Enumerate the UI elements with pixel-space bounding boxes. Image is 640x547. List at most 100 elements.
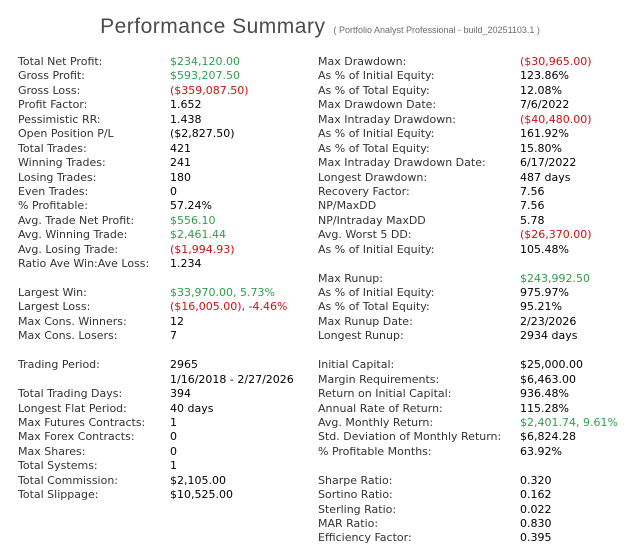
metric-value-right: $6,463.00 [520, 372, 576, 386]
metric-value-left [170, 531, 318, 545]
metric-label-left: Largest Win: [18, 286, 87, 299]
table-row: 1/16/2018 - 2/27/2026 Margin Requirements… [0, 373, 640, 387]
metric-value-left: 421 [170, 141, 191, 155]
metric-value-left: 0 [170, 184, 177, 198]
metric-label-right: Efficiency Factor: [318, 531, 412, 545]
metric-value-right: 0.830 [520, 517, 552, 530]
metric-value-right: $2,401.74, 9.61% [520, 415, 618, 429]
metric-label-left [18, 503, 170, 517]
table-row: Avg. Losing Trade: ($1,994.93) As % of Ini… [0, 243, 640, 257]
metric-value-left: 394 [170, 387, 191, 401]
metric-value-right [520, 344, 638, 358]
metric-value-right: 6/17/2022 [520, 156, 577, 170]
metric-value-left: 1.652 [170, 98, 202, 112]
metric-value-right: 0.395 [520, 531, 552, 545]
table-row: Longest Flat Period: 40 days Annual Rate o… [0, 402, 640, 416]
metric-value-right: 975.97% [520, 286, 569, 299]
metric-value-left [170, 503, 318, 517]
metric-value-right: 7.56 [520, 184, 545, 198]
table-row: Total Commission: $2,105.00 Sharpe Ratio: 0… [0, 474, 640, 488]
table-row: Trading Period: 2965 Initial Capital: $25,0… [0, 358, 640, 372]
metric-label-left: Losing Trades: [18, 170, 97, 184]
page-title: Performance Summary [100, 15, 326, 38]
metric-value-left: $593,207.50 [170, 69, 240, 83]
metric-value-right: 95.21% [520, 300, 562, 314]
metric-label-left: Ratio Ave Win:Ave Loss: [18, 257, 150, 271]
metric-label-right: Initial Capital: [318, 358, 395, 372]
table-row: Avg. Trade Net Profit: $556.10 NP/Intraday… [0, 214, 640, 228]
metric-label-right [318, 459, 520, 473]
metric-label-right: Sharpe Ratio: [318, 473, 393, 487]
table-row: MAR Ratio: 0.830 [0, 517, 640, 531]
table-row: Losing Trades: 180 Longest Drawdown: 487 da… [0, 171, 640, 185]
metric-label-right: % Profitable Months: [318, 444, 432, 458]
metric-value-left: $2,461.44 [170, 228, 226, 242]
table-row: Largest Win: $33,970.00, 5.73% As % of Ini… [0, 286, 640, 300]
metric-label-left: % Profitable: [18, 199, 88, 213]
metric-value-right: $243,992.50 [520, 271, 590, 285]
table-row: Total Systems: 1 [0, 459, 640, 473]
metric-label-left: Avg. Trade Net Profit: [18, 213, 135, 227]
metric-label-left: Winning Trades: [18, 156, 106, 170]
metric-label-left [18, 531, 170, 545]
table-row: Largest Loss: ($16,005.00), -4.46% As % of… [0, 300, 640, 314]
metric-value-left: ($359,087.50) [170, 83, 249, 97]
metric-value-left: 2965 [170, 358, 198, 372]
metric-label-right: As % of Initial Equity: [318, 286, 435, 299]
metric-label-left: Max Forex Contracts: [18, 430, 135, 444]
summary-table: Total Net Profit: $234,120.00 Max Drawdown… [0, 55, 640, 546]
table-row: Max Cons. Losers: 7 Longest Runup: 2934 day… [0, 329, 640, 343]
metric-value-right: 123.86% [520, 69, 569, 83]
metric-value-left: 180 [170, 170, 191, 184]
table-row: Winning Trades: 241 Max Intraday Drawdown … [0, 156, 640, 170]
table-row: Pessimistic RR: 1.438 Max Intraday Drawdow… [0, 113, 640, 127]
metric-label-left: Total Trading Days: [18, 387, 123, 401]
metric-label-left: Max Cons. Winners: [18, 314, 127, 328]
metric-value-left: 57.24% [170, 199, 212, 213]
metric-value-right: 105.48% [520, 242, 569, 256]
page-subtitle: ( Portfolio Analyst Professional - build… [333, 25, 540, 35]
metric-label-left: Total Trades: [18, 141, 87, 155]
metric-label-right: As % of Total Equity: [318, 83, 430, 97]
metric-label-left: Max Shares: [18, 444, 86, 458]
metric-label-right: As % of Initial Equity: [318, 242, 435, 256]
metric-value-right: 2934 days [520, 329, 578, 343]
metric-value-right: 15.80% [520, 141, 562, 155]
metric-value-left: 7 [170, 329, 177, 343]
metric-value-right: $25,000.00 [520, 358, 583, 372]
metric-label-right: NP/Intraday MaxDD [318, 213, 426, 227]
metric-value-left [170, 344, 318, 358]
metric-label-right: Longest Runup: [318, 329, 404, 343]
metric-label-right: Max Intraday Drawdown: [318, 112, 456, 126]
metric-label-right: Margin Requirements: [318, 372, 440, 386]
table-row: Profit Factor: 1.652 Max Drawdown Date: 7/6… [0, 98, 640, 112]
metric-label-right: Avg. Worst 5 DD: [318, 228, 412, 242]
metric-label-right: Max Drawdown Date: [318, 98, 437, 112]
table-row: Gross Profit: $593,207.50 As % of Initial … [0, 69, 640, 83]
table-row: Total Net Profit: $234,120.00 Max Drawdown… [0, 55, 640, 69]
metric-label-right: Sterling Ratio: [318, 502, 397, 516]
table-row: Avg. Winning Trade: $2,461.44 Avg. Worst 5… [0, 228, 640, 242]
metric-label-left: Total Net Profit: [18, 55, 103, 68]
metric-label-right: As % of Initial Equity: [318, 69, 435, 83]
metric-value-right [520, 459, 638, 473]
metric-label-left [18, 373, 170, 387]
metric-label-right: Max Intraday Drawdown Date: [318, 156, 486, 170]
metric-label-right: MAR Ratio: [318, 517, 379, 530]
metric-value-left: $2,105.00 [170, 473, 226, 487]
report-header: Performance Summary ( Portfolio Analyst … [0, 0, 640, 41]
metric-label-left: Gross Profit: [18, 69, 85, 83]
metric-value-left: $33,970.00, 5.73% [170, 286, 275, 299]
metric-label-right: As % of Initial Equity: [318, 127, 435, 141]
metric-value-left: $234,120.00 [170, 55, 240, 68]
metric-value-right [520, 257, 638, 271]
metric-label-left: Longest Flat Period: [18, 401, 127, 415]
metric-value-left: $10,525.00 [170, 488, 233, 502]
metric-label-right [318, 344, 520, 358]
metric-label-right: Annual Rate of Return: [318, 401, 443, 415]
table-row: Open Position P/L ($2,827.50) As % of Init… [0, 127, 640, 141]
metric-value-right: 161.92% [520, 127, 569, 141]
metric-label-right: As % of Total Equity: [318, 300, 430, 314]
metric-label-left: Total Slippage: [18, 488, 99, 502]
metric-value-right: 115.28% [520, 401, 569, 415]
